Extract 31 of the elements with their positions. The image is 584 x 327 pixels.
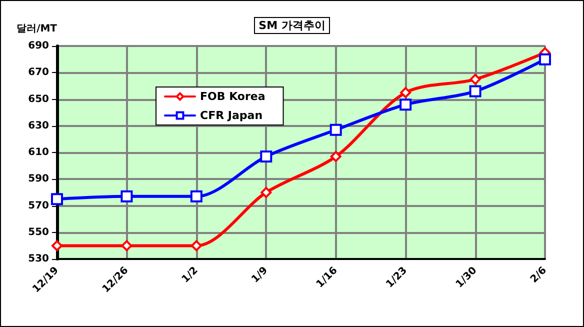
point [400, 87, 412, 98]
point [330, 124, 342, 136]
point [330, 150, 342, 162]
point [260, 186, 272, 198]
y-tick-label: 570 [28, 200, 50, 212]
y-tick-label: 690 [28, 40, 50, 52]
legend-label: CFR Japan [200, 109, 263, 122]
x-tick-label: 1/9 [250, 265, 270, 286]
y-tick-label: 670 [28, 67, 50, 78]
y-tick-label: 550 [28, 226, 50, 238]
y-tick-label: 590 [28, 174, 50, 185]
x-tick-label: 1/2 [180, 265, 200, 286]
point [190, 190, 202, 202]
chart-title: SM 가격추이 [258, 19, 326, 32]
y-tick-label: 650 [28, 94, 50, 105]
point [52, 240, 62, 252]
y-tick-label: 630 [28, 120, 50, 132]
point [121, 240, 132, 252]
point [400, 98, 412, 111]
point [539, 53, 551, 66]
point [120, 190, 133, 202]
y-tick-label: 610 [28, 147, 50, 158]
point [190, 240, 202, 252]
y-tick-label: 530 [28, 254, 50, 264]
point [51, 193, 63, 206]
legend-label: FOB Korea [200, 90, 266, 103]
point [470, 74, 481, 85]
x-tick-label: 2/6 [528, 265, 549, 286]
point [469, 85, 482, 98]
point [260, 150, 272, 162]
y-axis-title: 달러/MT [16, 24, 58, 34]
